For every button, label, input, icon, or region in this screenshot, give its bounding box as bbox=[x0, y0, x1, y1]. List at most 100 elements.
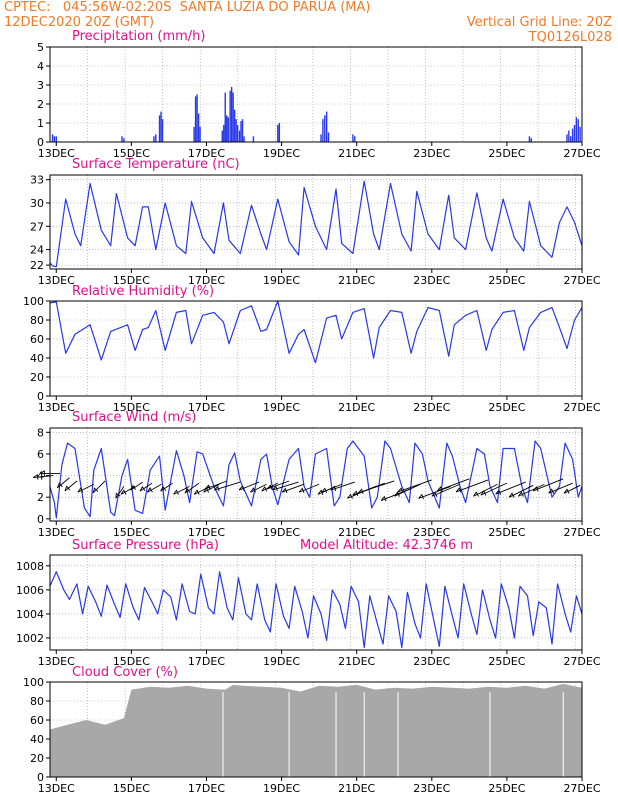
wind-arrow bbox=[130, 481, 143, 491]
precip-bar bbox=[53, 136, 56, 142]
wind-arrow bbox=[431, 483, 461, 497]
wind-arrowhead bbox=[64, 485, 71, 492]
x-tick-label: 25DEC bbox=[488, 147, 525, 160]
x-tick-label: 13DEC bbox=[38, 401, 75, 414]
x-tick-label: 23DEC bbox=[413, 782, 450, 795]
y-tick-label: 20 bbox=[30, 752, 44, 765]
x-tick-label: 27DEC bbox=[563, 782, 600, 795]
init-time: 12DEC2020 20Z (GMT) bbox=[4, 15, 155, 30]
wind-arrowhead bbox=[418, 493, 424, 500]
panel-4: 1002 1004 1006 1008 13DEC 15DEC 17DEC 19DEC 21DE… bbox=[16, 538, 601, 668]
wind-arrowhead bbox=[518, 491, 524, 497]
x-tick-label: 19DEC bbox=[263, 401, 300, 414]
precip-bar bbox=[194, 96, 197, 142]
x-tick-label: 27DEC bbox=[563, 401, 600, 414]
y-tick-label: 0 bbox=[37, 513, 44, 526]
y-tick-label: 60 bbox=[30, 714, 44, 727]
precip-bar bbox=[240, 121, 242, 142]
precip-bar bbox=[568, 130, 570, 142]
series-line bbox=[49, 440, 583, 519]
wind-arrow bbox=[115, 486, 125, 499]
precip-bar bbox=[223, 124, 225, 142]
wind-arrowhead bbox=[56, 482, 63, 488]
precip-bar bbox=[320, 134, 322, 142]
x-tick-label: 23DEC bbox=[413, 274, 450, 287]
wind-arrow bbox=[533, 478, 564, 492]
precip-bar bbox=[235, 119, 237, 142]
wind-arrow bbox=[250, 483, 267, 493]
wind-arrow bbox=[64, 480, 78, 492]
wind-arrow bbox=[495, 481, 526, 495]
x-tick-label: 15DEC bbox=[113, 147, 150, 160]
y-tick-label: 2 bbox=[37, 491, 44, 504]
panel-frame bbox=[49, 46, 583, 143]
x-tick-label: 19DEC bbox=[263, 655, 300, 668]
precip-bar bbox=[221, 130, 223, 142]
y-tick-label: 60 bbox=[30, 333, 44, 346]
x-tick-label: 27DEC bbox=[563, 526, 600, 539]
precip-bar bbox=[230, 86, 233, 142]
precip-bar bbox=[570, 136, 572, 142]
wind-arrowhead bbox=[147, 487, 153, 493]
wind-arrowhead bbox=[193, 489, 200, 495]
x-tick-label: 15DEC bbox=[113, 274, 150, 287]
x-tick-label: 15DEC bbox=[113, 655, 150, 668]
x-tick-label: 23DEC bbox=[413, 401, 450, 414]
y-tick-label: 0 bbox=[37, 136, 44, 149]
precip-bar bbox=[322, 119, 324, 142]
x-tick-label: 15DEC bbox=[113, 782, 150, 795]
x-tick-label: 21DEC bbox=[338, 655, 375, 668]
precip-bar bbox=[277, 124, 279, 142]
series-line bbox=[49, 571, 583, 649]
y-tick-label: 0 bbox=[37, 771, 44, 784]
wind-arrowhead bbox=[213, 485, 220, 492]
panel-frame bbox=[49, 427, 583, 522]
precip-bar bbox=[243, 136, 245, 142]
x-tick-label: 23DEC bbox=[413, 526, 450, 539]
wind-arrow bbox=[397, 479, 432, 493]
y-tick-label: 3 bbox=[37, 79, 44, 92]
panel-3: 0 2 4 6 8 13DEC 15DEC 17DEC 19DEC 21DEC 23DEC 25DEC… bbox=[33, 410, 601, 539]
precip-bar bbox=[241, 119, 244, 142]
precip-bar bbox=[123, 138, 125, 142]
x-tick-label: 13DEC bbox=[38, 274, 75, 287]
wind-arrowhead bbox=[130, 484, 136, 491]
wind-arrowhead bbox=[394, 491, 400, 497]
x-tick-label: 13DEC bbox=[38, 147, 75, 160]
precip-bar bbox=[51, 134, 54, 142]
wind-arrow bbox=[57, 477, 70, 489]
precip-bar bbox=[160, 111, 162, 142]
precip-bar bbox=[55, 136, 57, 142]
x-tick-label: 17DEC bbox=[188, 147, 225, 160]
wind-arrow bbox=[184, 482, 200, 494]
precip-bar bbox=[324, 115, 326, 142]
x-tick-label: 23DEC bbox=[413, 147, 450, 160]
wind-arrowhead bbox=[115, 492, 121, 499]
x-tick-label: 15DEC bbox=[113, 401, 150, 414]
wind-arrowhead bbox=[480, 490, 487, 496]
y-tick-label: 100 bbox=[23, 676, 44, 689]
wind-arrowhead bbox=[508, 492, 515, 498]
wind-arrowhead bbox=[184, 487, 191, 494]
wind-arrowhead bbox=[77, 487, 84, 493]
x-tick-label: 21DEC bbox=[338, 782, 375, 795]
wind-arrow bbox=[204, 480, 228, 490]
y-tick-label: 4 bbox=[37, 470, 44, 483]
y-tick-label: 100 bbox=[23, 295, 44, 308]
panel-title: Precipitation (mm/h) bbox=[72, 29, 205, 44]
wind-arrow bbox=[321, 483, 342, 493]
y-tick-label: 20 bbox=[30, 371, 44, 384]
precip-bar bbox=[161, 119, 164, 142]
wind-arrowhead bbox=[330, 485, 337, 492]
precip-bar bbox=[224, 92, 226, 142]
y-tick-label: 2 bbox=[37, 98, 44, 111]
wind-arrow bbox=[298, 483, 320, 493]
wind-arrowhead bbox=[39, 470, 45, 476]
x-tick-label: 19DEC bbox=[263, 782, 300, 795]
y-tick-label: 27 bbox=[30, 220, 44, 233]
x-tick-label: 15DEC bbox=[113, 526, 150, 539]
precip-bar bbox=[528, 136, 531, 142]
wind-arrowhead bbox=[33, 473, 39, 480]
precip-bar bbox=[575, 117, 578, 142]
